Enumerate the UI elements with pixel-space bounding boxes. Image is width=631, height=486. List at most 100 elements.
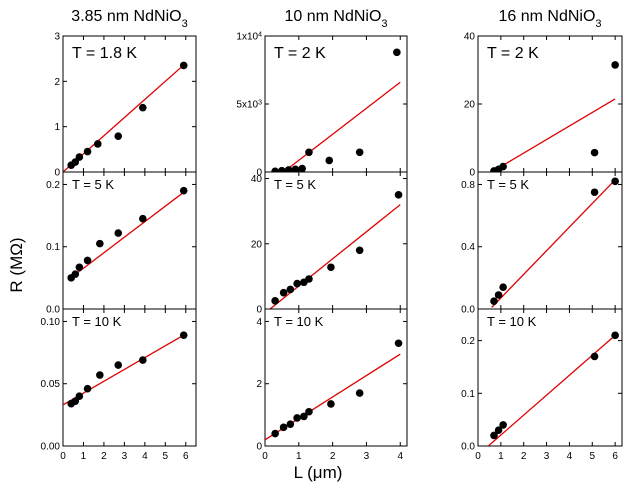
- column-title: 3.85 nm NdNiO3: [71, 8, 187, 30]
- y-tick-label: 2: [54, 77, 60, 88]
- data-point: [75, 153, 84, 161]
- y-tick-label: 20: [464, 100, 476, 111]
- y-tick-label: 1x104: [236, 31, 262, 43]
- data-point: [179, 61, 188, 70]
- data-layer: [271, 48, 401, 172]
- y-tick-label: 0.2: [46, 180, 60, 191]
- x-tick-label: 4: [567, 451, 573, 462]
- data-layer: [63, 331, 188, 408]
- x-tick-label: 2: [521, 451, 527, 462]
- temperature-annotation: T = 5 K: [274, 177, 316, 192]
- y-tick-label: 3: [54, 32, 60, 43]
- panel-r2c2: 0 1 2 3 4 5 6 0.0 0.1 0.2 T = 10 K: [461, 308, 623, 462]
- panel-r0c0: 0 1 2 3 T = 1.8 K: [54, 32, 197, 179]
- x-tick-label: 3: [122, 451, 128, 462]
- panel-r0c1: 0 5x103 1x104 T = 2 K: [236, 31, 408, 179]
- fit-line: [63, 62, 187, 172]
- data-point: [355, 389, 364, 397]
- x-tick-label: 3: [544, 451, 550, 462]
- data-point: [286, 420, 295, 429]
- data-layer: [487, 331, 619, 446]
- data-point: [327, 400, 335, 408]
- data-point: [305, 148, 313, 157]
- temperature-annotation: T = 2 K: [274, 45, 326, 62]
- data-point: [279, 423, 288, 432]
- y-tick-label: 0.0: [461, 442, 475, 453]
- x-tick-label: 1: [498, 451, 504, 462]
- data-point: [96, 239, 104, 248]
- y-tick-label: 0.2: [461, 336, 475, 347]
- temperature-annotation: T = 5 K: [487, 177, 529, 192]
- y-tick-label: 0: [256, 168, 262, 179]
- x-tick-label: 0: [60, 451, 66, 462]
- data-point: [499, 421, 507, 429]
- x-tick-label: 3: [364, 451, 370, 462]
- data-point: [271, 297, 279, 305]
- column-titles: 3.85 nm NdNiO3 10 nm NdNiO3 16 nm NdNiO3: [71, 8, 601, 30]
- plot-frame: [264, 171, 408, 310]
- data-layer: [490, 177, 619, 308]
- data-point: [611, 177, 619, 186]
- data-point: [96, 371, 104, 379]
- x-tick-label: 6: [612, 451, 618, 462]
- data-point: [83, 256, 92, 265]
- data-point: [590, 148, 599, 157]
- x-tick-label: 1: [81, 451, 87, 462]
- data-point: [611, 331, 619, 340]
- data-point: [499, 162, 507, 171]
- panel-r0c2: 0 20 40 T = 2 K: [464, 32, 623, 179]
- data-layer: [490, 61, 619, 172]
- x-tick-label: 0: [475, 451, 481, 462]
- data-point: [394, 339, 403, 348]
- data-point: [327, 263, 335, 272]
- data-point: [83, 147, 92, 156]
- data-point: [305, 407, 313, 416]
- x-tick-label: 5: [163, 451, 169, 462]
- y-tick-label: 0.05: [41, 379, 61, 390]
- data-point: [179, 331, 188, 339]
- y-tick-label: 0.1: [461, 389, 475, 400]
- data-point: [75, 263, 84, 272]
- data-point: [490, 297, 498, 306]
- temperature-annotation: T = 10 K: [487, 314, 537, 329]
- x-tick-label: 1: [296, 451, 302, 462]
- data-point: [271, 429, 279, 438]
- data-point: [286, 285, 295, 294]
- data-point: [93, 140, 102, 148]
- data-layer: [265, 339, 403, 441]
- data-layer: [269, 191, 403, 309]
- x-tick-label: 5: [590, 451, 596, 462]
- data-point: [71, 270, 80, 278]
- x-tick-label: 4: [397, 451, 403, 462]
- data-point: [139, 103, 147, 112]
- fit-line: [487, 334, 616, 446]
- plot-frame: [62, 308, 197, 447]
- temperature-annotation: T = 2 K: [487, 45, 539, 62]
- data-point: [114, 361, 123, 369]
- data-point: [279, 288, 288, 297]
- y-tick-label: 40: [464, 32, 476, 43]
- data-point: [393, 48, 401, 57]
- data-layer: [67, 186, 188, 282]
- data-point: [494, 291, 503, 299]
- column-title: 10 nm NdNiO3: [284, 8, 387, 30]
- x-tick-label: 0: [262, 451, 268, 462]
- data-point: [494, 426, 503, 434]
- data-point: [291, 165, 300, 172]
- panel-r2c0: 0 1 2 3 4 5 6 0.00 0.05 0.10 T = 10 K: [41, 308, 197, 462]
- x-tick-label: 4: [142, 451, 148, 462]
- y-tick-label: 0: [256, 442, 262, 453]
- data-point: [490, 431, 498, 440]
- data-point: [284, 166, 293, 172]
- data-point: [114, 132, 123, 140]
- plot-frame: [62, 171, 197, 310]
- data-point: [325, 156, 334, 165]
- y-tick-label: 20: [251, 239, 263, 250]
- y-tick-label: 0.10: [41, 317, 61, 328]
- fit-line: [63, 333, 187, 406]
- data-point: [590, 188, 599, 197]
- data-point: [179, 186, 188, 195]
